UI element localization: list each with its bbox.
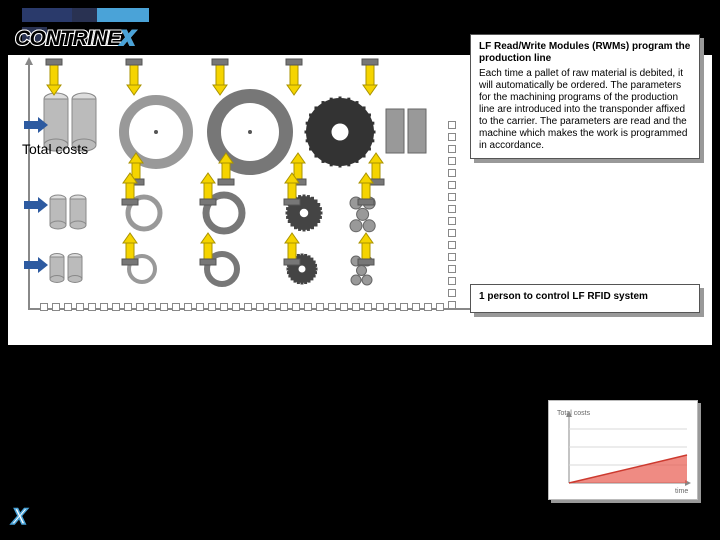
tick-square — [352, 303, 360, 311]
tick-square — [448, 217, 456, 225]
logo-x: X — [121, 27, 135, 50]
tick-square — [412, 303, 420, 311]
band-seg — [22, 8, 72, 22]
tick-square — [220, 303, 228, 311]
tick-square — [124, 303, 132, 311]
tick-square — [376, 303, 384, 311]
tick-square — [448, 157, 456, 165]
tick-square — [280, 303, 288, 311]
tick-square — [52, 303, 60, 311]
tick-square — [364, 303, 372, 311]
mini-ylabel: Total costs — [557, 410, 591, 417]
tick-square — [448, 121, 456, 129]
axis-label: Total costs — [22, 141, 88, 157]
logo-pre: CONTRINE — [15, 27, 121, 50]
tick-square — [112, 303, 120, 311]
tick-square — [76, 303, 84, 311]
tick-square — [244, 303, 252, 311]
tick-square — [136, 303, 144, 311]
tick-square — [196, 303, 204, 311]
tick-square — [388, 303, 396, 311]
tick-square — [304, 303, 312, 311]
tick-square — [448, 241, 456, 249]
info-title: LF Read/Write Modules (RWMs) program the… — [479, 41, 691, 65]
tick-square — [436, 303, 444, 311]
mini-xlabel: time — [675, 488, 688, 495]
tick-square — [448, 289, 456, 297]
tick-square — [268, 303, 276, 311]
tick-square — [448, 277, 456, 285]
tick-square — [448, 133, 456, 141]
tick-square — [448, 205, 456, 213]
info-box-person: 1 person to control LF RFID system — [470, 284, 700, 313]
tick-square — [448, 253, 456, 261]
info-title-2: 1 person to control LF RFID system — [479, 291, 691, 303]
tick-square — [160, 303, 168, 311]
brand-logo: CONTRINEX — [15, 27, 134, 51]
tick-square — [448, 145, 456, 153]
tick-square — [400, 303, 408, 311]
tick-square — [448, 169, 456, 177]
info-box-rwm: LF Read/Write Modules (RWMs) program the… — [470, 34, 700, 159]
tick-square — [64, 303, 72, 311]
tick-square — [232, 303, 240, 311]
brand-band — [22, 8, 172, 22]
tick-square — [88, 303, 96, 311]
tick-square — [448, 229, 456, 237]
tick-square — [256, 303, 264, 311]
mini-chart-svg: Total costs time — [553, 405, 695, 497]
tick-square — [448, 193, 456, 201]
info-body: Each time a pallet of raw material is de… — [479, 68, 691, 152]
tick-square — [208, 303, 216, 311]
tick-square — [184, 303, 192, 311]
tick-square — [448, 301, 456, 309]
tick-square — [172, 303, 180, 311]
tick-square — [448, 265, 456, 273]
tick-square — [448, 181, 456, 189]
tick-square — [100, 303, 108, 311]
tick-square — [148, 303, 156, 311]
tick-square — [340, 303, 348, 311]
tick-square — [292, 303, 300, 311]
mini-cost-chart: Total costs time — [548, 400, 698, 500]
tick-square — [316, 303, 324, 311]
tick-square — [424, 303, 432, 311]
tick-square — [40, 303, 48, 311]
tick-square — [328, 303, 336, 311]
footer-logo: X — [12, 504, 27, 530]
